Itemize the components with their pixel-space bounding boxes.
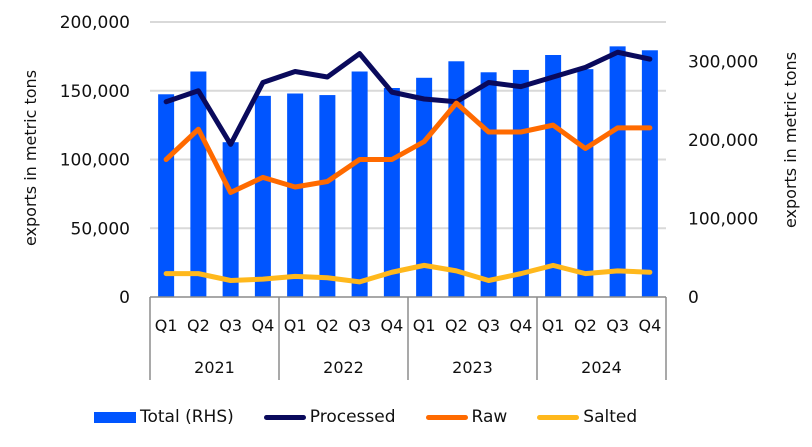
quarter-label: Q2 (316, 316, 339, 335)
right-tick-label: 0 (688, 288, 699, 308)
quarter-label: Q4 (251, 316, 274, 335)
line-processed (163, 49, 653, 147)
legend-item-salted: Salted (537, 407, 637, 427)
bar-total (545, 55, 562, 297)
quarter-label: Q2 (187, 316, 210, 335)
bar-total (448, 61, 465, 298)
quarter-label: Q4 (380, 316, 403, 335)
quarter-label: Q3 (606, 316, 629, 335)
quarter-label: Q4 (509, 316, 532, 335)
bar-total (577, 69, 594, 298)
x-axis-labels: Q1 Q2 Q3 Q4 Q1 Q2 Q3 Q4 Q1 Q2 Q3 Q4 Q1 Q2 Q3 Q4 2021 2022… (155, 316, 662, 377)
bar-total (512, 69, 529, 297)
left-tick-label: 150,000 (60, 82, 130, 102)
legend: Total (RHS) Processed Raw Salted (94, 405, 667, 429)
quarter-label: Q1 (155, 316, 178, 335)
bar-total (480, 72, 497, 298)
bar-total (158, 94, 175, 298)
bar-total (383, 88, 400, 297)
right-tick-label: 100,000 (688, 209, 758, 229)
year-label: 2022 (323, 358, 364, 377)
bar-total (351, 71, 368, 297)
legend-swatch-salted (537, 414, 580, 420)
legend-label-processed: Processed (309, 407, 396, 427)
quarter-label: Q3 (477, 316, 500, 335)
legend-swatch-processed (263, 414, 306, 420)
year-label: 2021 (194, 358, 235, 377)
bar-total (254, 95, 271, 297)
legend-item-total: Total (RHS) (94, 407, 234, 427)
quarter-label: Q2 (574, 316, 597, 335)
chart-canvas: 0 50,000 100,000 150,000 200,000 0 100,000 200… (21, 13, 800, 380)
quarter-label: Q3 (219, 316, 242, 335)
line-salted (163, 262, 653, 285)
quarter-label: Q2 (445, 316, 468, 335)
axes (149, 296, 667, 380)
legend-item-raw: Raw (425, 407, 508, 427)
right-tick-label: 200,000 (688, 131, 758, 151)
legend-label-total: Total (RHS) (140, 407, 234, 427)
legend-swatch-total (94, 411, 136, 423)
bar-total (319, 95, 336, 297)
quarter-label: Q3 (348, 316, 371, 335)
quarter-label: Q1 (542, 316, 565, 335)
bar-total (609, 46, 626, 297)
bar-series-total (158, 46, 658, 298)
quarter-label: Q4 (638, 316, 661, 335)
year-label: 2024 (581, 358, 622, 377)
left-axis-label: exports in metric tons (21, 70, 40, 246)
right-tick-label: 300,000 (688, 52, 758, 72)
legend-label-raw: Raw (471, 407, 508, 427)
year-label: 2023 (452, 358, 493, 377)
line-series (163, 49, 653, 285)
left-tick-label: 200,000 (60, 13, 130, 33)
bar-total (190, 71, 207, 297)
bar-total (416, 77, 433, 298)
right-axis-label: exports in metric tons (781, 52, 800, 228)
quarter-label: Q1 (413, 316, 436, 335)
left-tick-label: 0 (119, 288, 130, 308)
left-tick-label: 50,000 (71, 219, 130, 239)
left-tick-label: 100,000 (60, 151, 130, 171)
legend-item-processed: Processed (263, 407, 396, 427)
line-raw (163, 100, 653, 195)
left-axis-ticks: 0 50,000 100,000 150,000 200,000 (60, 13, 130, 308)
bar-total (222, 142, 239, 297)
right-axis-ticks: 0 100,000 200,000 300,000 (688, 52, 758, 308)
quarter-label: Q1 (284, 316, 307, 335)
legend-swatch-raw (425, 414, 468, 420)
bar-total (641, 50, 658, 298)
legend-label-salted: Salted (583, 407, 638, 427)
bar-total (287, 93, 304, 297)
